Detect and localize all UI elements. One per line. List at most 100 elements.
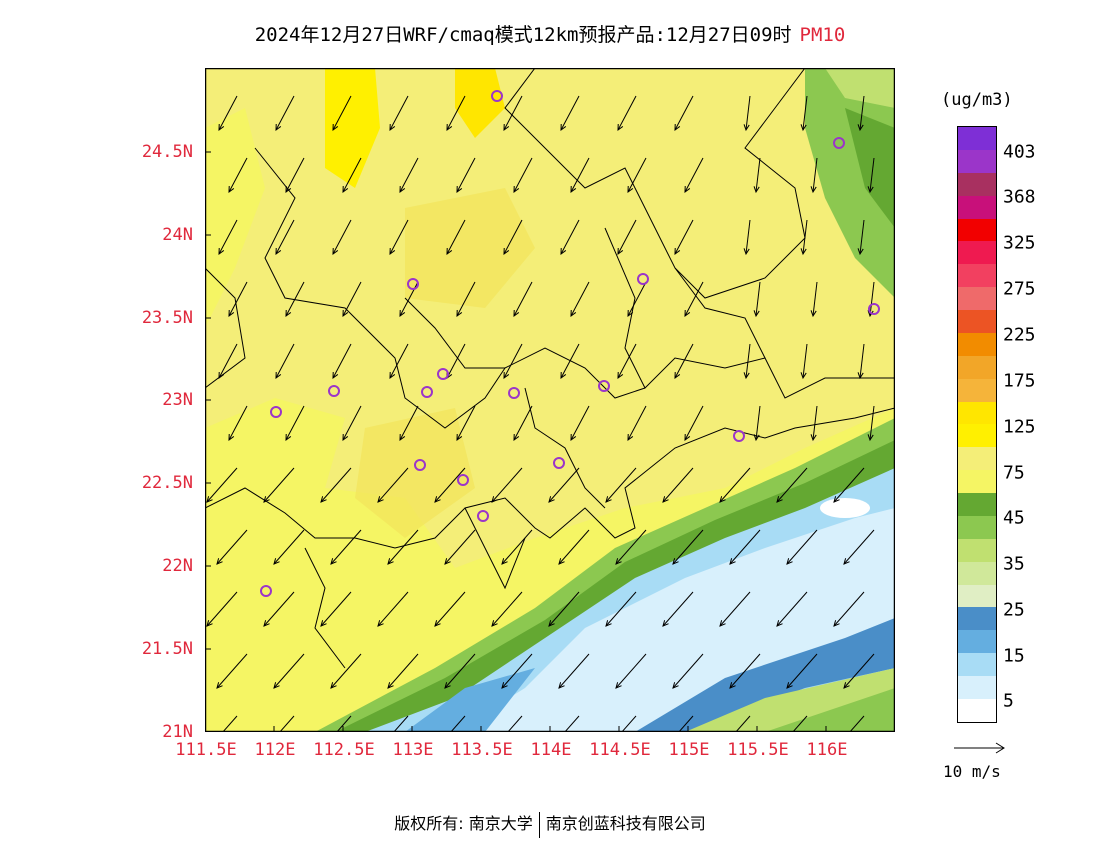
wind-arrow-head	[377, 496, 384, 503]
wind-arrow-head	[674, 247, 681, 256]
wind-arrow-head	[216, 682, 223, 689]
colorbar-unit: (ug/m3)	[941, 90, 1013, 110]
wind-arrow-head	[674, 123, 681, 132]
wind-arrow-head	[719, 496, 726, 503]
wind-arrow	[627, 157, 647, 193]
wind-arrow-head	[672, 558, 679, 565]
wind-arrow-head	[503, 247, 510, 256]
wind-arrow	[792, 715, 808, 732]
wind-vectors	[206, 95, 875, 732]
wind-arrow-head	[456, 433, 463, 442]
wind-arrow	[605, 591, 637, 627]
wind-arrow-head	[558, 558, 565, 565]
wind-arrow	[206, 467, 238, 503]
wind-arrow	[843, 529, 875, 565]
colorbar-label: 225	[1003, 324, 1036, 346]
colorbar-swatch	[958, 149, 996, 173]
colorbar-label: 5	[1003, 690, 1014, 712]
wind-arrow-head	[800, 372, 807, 380]
colorbar-swatch	[958, 515, 996, 539]
colorbar-swatch	[958, 127, 996, 150]
wind-arrow	[869, 405, 875, 441]
colorbar-swatch	[958, 241, 996, 265]
wind-arrow	[617, 219, 637, 255]
wind-arrow-head	[228, 309, 235, 318]
y-label-22.5N: 22.5N	[141, 473, 193, 493]
wind-arrow	[501, 653, 533, 689]
title-main: 2024年12月27日WRF/cmaq模式12km预报产品:12月27日09时	[254, 24, 792, 46]
wind-arrow	[206, 591, 238, 627]
wind-arrow-head	[446, 123, 453, 132]
wind-arrow-head	[719, 620, 726, 627]
wind-arrow-head	[320, 620, 327, 627]
wind-arrow	[859, 219, 865, 255]
wind-arrow-head	[434, 620, 441, 627]
wind-arrow	[222, 715, 238, 732]
wind-arrow	[218, 95, 238, 131]
wind-arrow-head	[285, 433, 292, 442]
wind-arrow	[672, 529, 704, 565]
x-label-115.5E: 115.5E	[727, 740, 789, 760]
wind-arrow	[507, 715, 523, 732]
wind-arrow	[513, 405, 533, 441]
wind-arrow	[745, 343, 751, 379]
wind-arrow	[678, 715, 694, 732]
wind-arrow	[674, 343, 694, 379]
wind-arrow	[729, 653, 761, 689]
copyright-left: 版权所有: 南京大学	[394, 814, 533, 833]
wind-arrow	[501, 529, 533, 565]
wind-arrow	[548, 467, 580, 503]
wind-arrow-head	[342, 185, 349, 194]
wind-arrow	[570, 281, 590, 317]
wind-arrow-head	[857, 124, 864, 132]
wind-arrow-head	[605, 620, 612, 627]
wind-arrow-head	[605, 496, 612, 503]
wind-arrow	[330, 529, 362, 565]
wind-arrow-head	[570, 185, 577, 194]
wind-arrow	[560, 343, 580, 379]
station-marker	[508, 387, 520, 399]
wind-arrow-head	[444, 682, 451, 689]
wind-arrow	[456, 157, 476, 193]
x-label-111.5E: 111.5E	[175, 740, 237, 760]
reference-vector-icon	[954, 742, 1005, 754]
x-label-113E: 113E	[392, 740, 434, 760]
wind-arrow	[869, 157, 875, 193]
wind-arrow-head	[399, 309, 406, 318]
wind-arrow-head	[776, 620, 783, 627]
colorbar-label: 275	[1003, 278, 1036, 300]
wind-arrow-head	[753, 434, 760, 442]
wind-arrow-head	[560, 371, 567, 380]
station-marker	[833, 137, 845, 149]
wind-arrow	[491, 591, 523, 627]
wind-arrow-head	[503, 371, 510, 380]
wind-arrow	[662, 467, 694, 503]
wind-arrow	[755, 281, 761, 317]
wind-arrow	[755, 405, 761, 441]
chart-title: 2024年12月27日WRF/cmaq模式12km预报产品:12月27日09时 P…	[0, 20, 1100, 47]
y-label-23N: 23N	[162, 390, 193, 410]
colorbar-swatch	[958, 676, 996, 699]
wind-arrow-head	[273, 682, 280, 689]
wind-arrow-head	[867, 434, 874, 442]
wind-arrow	[434, 591, 466, 627]
station-marker	[598, 380, 610, 392]
wind-arrow-head	[857, 248, 864, 256]
wind-arrow-head	[503, 123, 510, 132]
wind-arrow	[503, 95, 523, 131]
wind-arrow	[275, 219, 295, 255]
wind-arrow	[336, 715, 352, 732]
colorbar-label: 45	[1003, 507, 1025, 529]
wind-arrow	[332, 343, 352, 379]
y-label-22N: 22N	[162, 556, 193, 576]
wind-arrow-head	[684, 185, 691, 194]
colorbar-swatch	[958, 653, 996, 676]
wind-arrow	[617, 343, 637, 379]
colorbar-swatch	[958, 355, 996, 379]
wind-arrow	[450, 715, 466, 732]
wind-arrow	[745, 95, 751, 131]
wind-arrow-head	[843, 558, 850, 565]
wind-arrow	[802, 95, 808, 131]
wind-arrow-head	[684, 433, 691, 442]
wind-arrow-head	[627, 433, 634, 442]
